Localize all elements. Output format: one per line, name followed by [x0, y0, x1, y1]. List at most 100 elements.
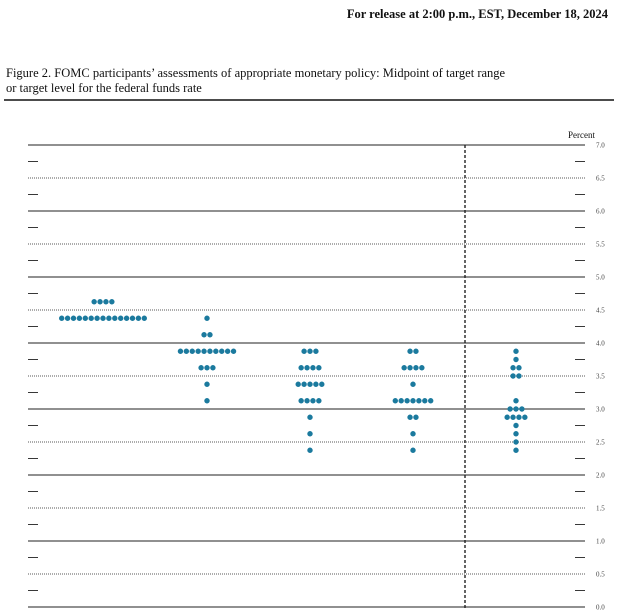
- dot: [230, 348, 237, 354]
- y-tick-label: 6.5: [596, 175, 605, 183]
- dot: [398, 398, 404, 404]
- dot: [422, 398, 428, 404]
- figure-title: Figure 2. FOMC participants’ assessments…: [6, 66, 506, 80]
- y-tick-label: 1.5: [596, 505, 605, 513]
- dot: [407, 365, 413, 371]
- dot: [204, 365, 210, 371]
- y-tick-label: 3.0: [596, 406, 605, 414]
- dot: [407, 414, 413, 420]
- dot: [428, 398, 434, 404]
- dot: [516, 365, 522, 371]
- dot: [210, 365, 216, 371]
- dot: [301, 381, 307, 387]
- dot: [82, 315, 89, 321]
- dot: [183, 348, 190, 354]
- figure-title: or target level for the federal funds ra…: [6, 81, 202, 95]
- dot: [307, 414, 313, 420]
- dot: [516, 373, 522, 379]
- y-tick-label: 3.5: [596, 373, 605, 381]
- dot: [189, 348, 195, 354]
- dot: [513, 439, 519, 445]
- y-tick-label: 5.0: [596, 274, 605, 282]
- dot: [204, 381, 210, 387]
- dot: [304, 398, 310, 404]
- dot: [207, 332, 213, 338]
- dot: [204, 315, 210, 321]
- dot: [313, 348, 319, 354]
- dot: [513, 422, 519, 429]
- dot: [504, 414, 510, 420]
- dot: [94, 315, 100, 321]
- y-tick-label: 4.5: [596, 307, 605, 315]
- dot: [201, 332, 207, 338]
- y-tick-label: 0.0: [596, 604, 605, 611]
- dot: [213, 348, 219, 354]
- dot: [224, 348, 231, 354]
- y-tick-label: 4.0: [596, 340, 605, 348]
- dot: [177, 348, 184, 354]
- dot: [103, 299, 109, 305]
- dot: [407, 348, 413, 354]
- dot: [112, 315, 118, 321]
- dot: [298, 398, 304, 404]
- dot: [516, 414, 522, 420]
- dot: [301, 348, 307, 354]
- y-tick-label: 0.5: [596, 571, 605, 579]
- dot: [106, 315, 112, 321]
- dot: [313, 381, 319, 387]
- dot: [410, 431, 416, 437]
- dot: [118, 315, 124, 321]
- dot: [510, 373, 516, 379]
- dot: [510, 365, 516, 371]
- dot: [310, 365, 316, 371]
- dot: [404, 398, 410, 404]
- y-axis-label: Percent: [568, 130, 595, 140]
- dot: [59, 315, 65, 321]
- dot: [123, 315, 130, 321]
- dot: [307, 447, 313, 453]
- dot: [316, 398, 322, 404]
- y-tick-label: 6.0: [596, 208, 605, 216]
- dot: [413, 348, 419, 354]
- dot: [100, 315, 106, 321]
- dot: [304, 365, 310, 371]
- dot: [70, 315, 77, 321]
- dot: [204, 398, 210, 404]
- dot: [109, 299, 115, 305]
- dot: [416, 398, 422, 404]
- dot: [76, 315, 83, 321]
- dot: [307, 381, 313, 387]
- dot: [307, 431, 313, 437]
- dot: [413, 414, 419, 420]
- dot: [513, 348, 519, 354]
- dot: [298, 365, 304, 371]
- dot: [513, 398, 519, 404]
- dot: [219, 348, 225, 354]
- dot: [97, 299, 103, 305]
- dot: [513, 447, 519, 453]
- dot: [410, 447, 416, 453]
- y-tick-label: 5.5: [596, 241, 605, 249]
- dot: [513, 431, 519, 437]
- dot: [310, 398, 316, 404]
- dot: [513, 406, 519, 412]
- dot: [141, 315, 147, 321]
- y-tick-label: 2.5: [596, 439, 605, 447]
- y-tick-label: 2.0: [596, 472, 605, 480]
- dot: [401, 365, 407, 371]
- dot: [522, 414, 528, 420]
- dot: [392, 398, 398, 404]
- dot: [410, 381, 416, 387]
- y-tick-label: 7.0: [596, 142, 605, 150]
- dot: [316, 365, 322, 371]
- dot: [510, 414, 516, 420]
- dot: [319, 381, 325, 387]
- dot: [419, 365, 425, 371]
- dot: [295, 381, 301, 387]
- dot: [507, 406, 513, 412]
- dot: [64, 315, 71, 321]
- dot: [307, 348, 313, 354]
- dot: [413, 365, 419, 371]
